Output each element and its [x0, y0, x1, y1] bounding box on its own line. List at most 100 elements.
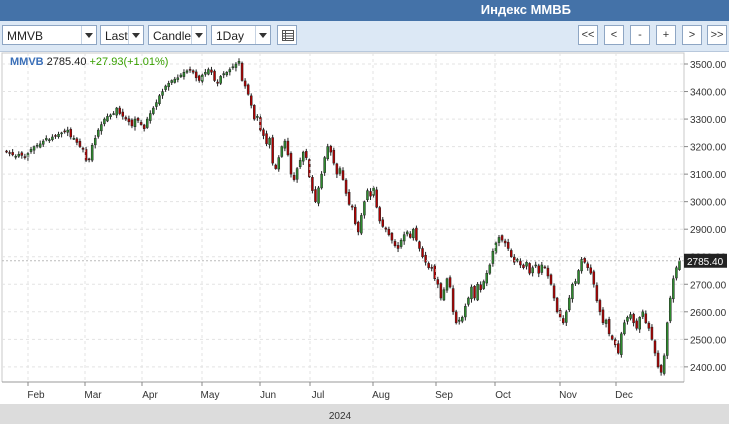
scroll-start-button[interactable]: <<: [578, 25, 598, 45]
candle-down: [69, 129, 73, 138]
candle-down: [546, 267, 550, 277]
chevron-down-icon: [255, 26, 270, 44]
title-bar: Индекс ММВБ: [0, 0, 729, 21]
candle-down: [357, 221, 360, 233]
y-tick-label: 3000.00: [690, 198, 727, 209]
candle-down: [454, 311, 458, 324]
x-tick-label: Aug: [372, 390, 390, 401]
y-tick-label: 2400.00: [690, 363, 727, 374]
candle-up: [17, 154, 21, 157]
candle-down: [121, 111, 125, 117]
candle-down: [635, 320, 638, 329]
chevron-down-icon: [191, 26, 206, 44]
chart-style-select[interactable]: Candle: [148, 25, 207, 45]
candle-up: [283, 140, 287, 149]
symbol-select[interactable]: MMVB: [2, 25, 97, 45]
candle-down: [433, 265, 437, 280]
candle-down: [240, 62, 244, 81]
candle-up: [317, 187, 320, 204]
candle-up: [228, 69, 232, 73]
candle-down: [650, 326, 654, 340]
candle-up: [641, 311, 645, 317]
candle-down: [314, 189, 317, 202]
candle-down: [656, 352, 660, 368]
candle-down: [519, 260, 522, 266]
zoom-in-button[interactable]: +: [656, 25, 676, 45]
candle-up: [35, 144, 39, 147]
candle-down: [647, 322, 651, 329]
candle-down: [81, 147, 85, 150]
candle-down: [216, 81, 219, 84]
candle-down: [243, 80, 247, 87]
candle-up: [574, 281, 577, 284]
candle-up: [109, 114, 112, 117]
candle-up: [100, 124, 103, 132]
candle-down: [543, 266, 547, 269]
candle-down: [63, 130, 66, 133]
candle-down: [335, 163, 339, 175]
last-price-label: 2785.40: [687, 257, 724, 268]
candle-down: [124, 117, 128, 120]
candle-up: [182, 72, 186, 77]
zoom-out-button[interactable]: -: [630, 25, 650, 45]
x-tick-label: Dec: [615, 390, 633, 401]
interval-select[interactable]: 1Day: [211, 25, 271, 45]
toolbar: MMVB Last Candle 1Day << < - +: [0, 21, 729, 52]
candle-up: [173, 78, 177, 83]
candle-up: [219, 76, 222, 84]
scroll-right-button[interactable]: >: [682, 25, 702, 45]
candle-up: [326, 146, 329, 160]
y-tick-label: 3500.00: [690, 60, 727, 71]
candle-down: [415, 227, 418, 241]
candle-down: [500, 235, 504, 241]
candle-down: [289, 153, 293, 175]
y-tick-label: 3100.00: [690, 170, 727, 181]
candle-up: [665, 322, 669, 356]
candle-up: [301, 151, 305, 162]
scroll-left-button[interactable]: <: [604, 25, 624, 45]
candle-up: [155, 102, 158, 107]
candle-down: [436, 279, 440, 285]
candle-down: [427, 263, 430, 268]
x-tick-label: May: [201, 390, 220, 401]
candle-up: [497, 237, 501, 243]
candle-up: [222, 73, 225, 76]
table-view-button[interactable]: [277, 25, 297, 45]
candle-up: [176, 77, 180, 80]
candle-down: [598, 300, 602, 313]
candle-down: [513, 256, 516, 263]
candle-up: [360, 215, 363, 234]
price-field-select[interactable]: Last: [100, 25, 144, 45]
year-band: [0, 404, 729, 424]
candle-up: [412, 228, 415, 239]
candle-down: [421, 248, 424, 257]
window-title: Индекс ММВБ: [480, 2, 571, 17]
symbol-value: MMVB: [7, 29, 43, 43]
chevron-down-icon: [128, 26, 143, 44]
candle-up: [568, 297, 571, 311]
candle-down: [439, 283, 443, 299]
scroll-end-button[interactable]: >>: [707, 25, 727, 45]
candle-up: [604, 319, 608, 324]
candle-up: [161, 91, 164, 96]
legend-last-price: 2785.40: [46, 56, 87, 68]
candle-down: [549, 274, 553, 285]
candle-up: [565, 311, 568, 323]
price-chart[interactable]: 2400.002500.002600.002700.002800.002900.…: [0, 51, 729, 424]
y-tick-label: 2600.00: [690, 308, 727, 319]
candle-down: [473, 285, 476, 299]
candle-down: [522, 264, 525, 268]
candle-up: [488, 264, 492, 274]
candle-down: [409, 233, 412, 238]
candle-down: [136, 118, 140, 121]
candle-up: [626, 317, 629, 322]
candle-up: [72, 138, 76, 140]
candle-down: [139, 122, 143, 125]
candle-down: [341, 170, 345, 180]
candle-down: [8, 152, 11, 154]
table-icon: [282, 30, 294, 41]
candle-down: [418, 241, 421, 249]
candle-up: [457, 319, 461, 322]
x-tick-label: Sep: [435, 390, 453, 401]
candle-up: [60, 132, 63, 135]
